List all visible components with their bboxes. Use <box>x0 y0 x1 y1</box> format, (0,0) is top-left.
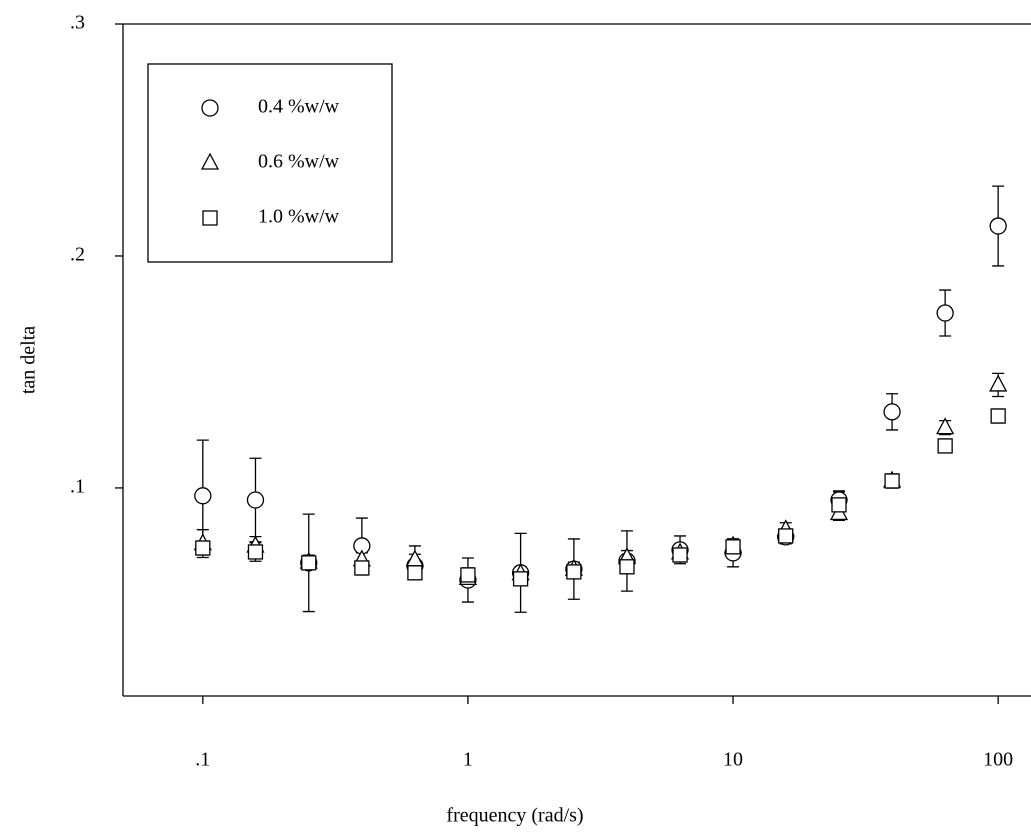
chart: frequency (rad/s) tan delta .1 .2 .3 .1 1 10 1… <box>0 0 1031 837</box>
y-tick-label: .3 <box>70 12 85 34</box>
marker <box>991 409 1005 423</box>
y-tick-label: .2 <box>70 244 85 266</box>
marker <box>832 498 846 512</box>
legend-label: 0.4 %w/w <box>258 96 340 118</box>
marker <box>514 572 528 586</box>
marker <box>779 529 793 543</box>
marker <box>248 545 262 559</box>
marker <box>673 548 687 562</box>
marker <box>620 560 634 574</box>
y-tick-label: .1 <box>70 476 85 498</box>
legend-marker <box>202 100 218 116</box>
marker <box>302 556 316 570</box>
marker <box>567 565 581 579</box>
marker <box>938 439 952 453</box>
legend-label: 1.0 %w/w <box>258 206 340 228</box>
marker <box>407 551 423 566</box>
marker <box>885 474 899 488</box>
marker <box>990 376 1006 391</box>
x-axis-label: frequency (rad/s) <box>446 805 583 827</box>
marker <box>990 218 1006 234</box>
marker <box>247 492 263 508</box>
legend-marker <box>203 211 217 225</box>
y-axis-label: tan delta <box>18 326 40 394</box>
marker <box>726 540 740 554</box>
legend-label: 0.6 %w/w <box>258 151 340 173</box>
marker <box>355 561 369 575</box>
marker <box>408 566 422 580</box>
x-tick-label: 100 <box>983 749 1013 771</box>
x-tick-label: 1 <box>463 749 473 771</box>
marker <box>196 541 210 555</box>
x-tick-label: .1 <box>195 749 210 771</box>
marker <box>937 305 953 321</box>
marker <box>461 568 475 582</box>
marker <box>884 404 900 420</box>
marker <box>195 488 211 504</box>
x-tick-label: 10 <box>723 749 743 771</box>
